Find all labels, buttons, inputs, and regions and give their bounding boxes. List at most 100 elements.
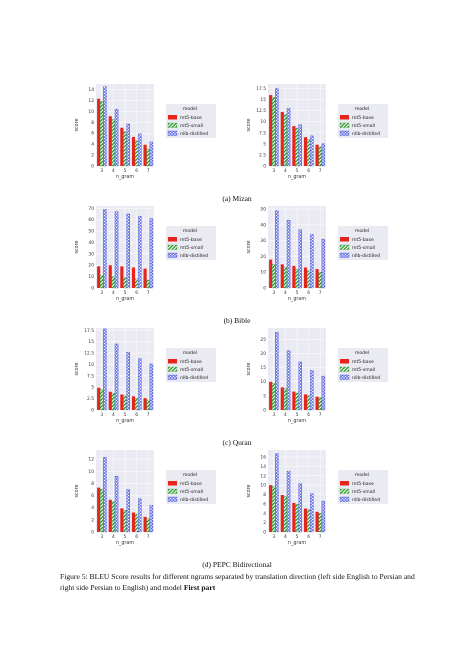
bar-mt5-base-7: [143, 144, 147, 166]
x-tick-label: 7: [147, 168, 150, 174]
chart-svg: 0 2 4 6 8 10 12 14 3 4 5 6 7 n_gram score model mt5-base…: [74, 84, 216, 180]
y-tick-label: 4: [263, 511, 266, 517]
x-tick-label: 6: [135, 412, 138, 418]
y-tick-label: 10: [260, 483, 266, 489]
y-tick-label: 10: [88, 274, 94, 280]
y-tick-label: 10: [88, 362, 94, 368]
bar-mt5-small-4: [111, 119, 116, 167]
chart-svg: 0 2.5 5 7.5 10 12.5 15 17.5 3 4 5 6 7 n_gram score mode…: [246, 84, 388, 180]
y-tick-label: 8: [91, 120, 94, 126]
bar-nllb-distilled-3: [103, 209, 107, 289]
bar-nllb-distilled-7: [321, 238, 326, 289]
x-tick-label: 4: [112, 290, 115, 296]
caption-text: Figure 5: BLEU Score results for differe…: [60, 572, 415, 592]
x-tick-label: 7: [319, 412, 322, 418]
legend-swatch-mt5-base: [340, 237, 349, 242]
x-tick-label: 5: [296, 290, 299, 296]
chart-svg: 0 2 4 6 8 10 12 3 4 5 6 7 n_gram score model mt5-base mt…: [74, 450, 216, 546]
legend-label-mt5-base: mt5-base: [352, 359, 374, 365]
subcaption-mizan: (a) Mizan: [222, 194, 252, 203]
bar-mt5-base-5: [120, 394, 124, 410]
x-tick-label: 4: [112, 412, 115, 418]
bar-mt5-base-3: [269, 95, 273, 166]
y-tick-label: 2.5: [87, 396, 94, 402]
x-tick-label: 4: [284, 290, 287, 296]
x-axis-label: n_gram: [288, 418, 306, 424]
chart-svg: 0 10 20 30 40 50 60 70 3 4 5 6 7 n_gram score model mt5-…: [74, 206, 216, 302]
bar-mt5-base-6: [131, 137, 136, 166]
legend-swatch-nllb-distilled: [167, 252, 178, 258]
bar-mt5-small-5: [295, 504, 299, 533]
legend-label-mt5-base: mt5-base: [180, 359, 202, 365]
bar-nllb-distilled-6: [310, 135, 314, 167]
bar-mt5-base-7: [143, 398, 147, 410]
bar-mt5-small-7: [318, 513, 322, 533]
bar-mt5-small-3: [272, 264, 276, 289]
bar-nllb-distilled-4: [286, 108, 291, 167]
y-tick-label: 30: [260, 238, 266, 244]
legend-label-mt5-small: mt5-small: [180, 123, 203, 129]
legend-title: model: [183, 228, 197, 234]
x-tick-label: 6: [307, 412, 310, 418]
chart-quran-fa-en: 0 5 10 15 20 25 3 4 5 6 7 n_gram score model mt5-base m…: [242, 324, 412, 434]
y-tick-label: 5: [263, 141, 266, 147]
y-tick-label: 12.5: [256, 108, 266, 114]
bar-nllb-distilled-6: [310, 234, 314, 289]
y-tick-label: 0: [263, 408, 266, 414]
y-tick-label: 4: [91, 505, 94, 511]
bar-mt5-base-3: [269, 381, 273, 410]
x-tick-label: 7: [147, 290, 150, 296]
legend-swatch-nllb-distilled: [167, 496, 178, 502]
bar-mt5-base-5: [120, 266, 124, 288]
x-tick-label: 6: [135, 534, 138, 540]
bar-mt5-small-7: [318, 272, 322, 289]
bar-mt5-small-5: [295, 128, 299, 167]
bar-nllb-distilled-4: [114, 343, 119, 411]
legend-label-nllb-distilled: nllb-distilled: [352, 131, 380, 137]
bar-mt5-base-5: [120, 127, 124, 166]
bar-nllb-distilled-3: [103, 86, 107, 167]
y-tick-label: 20: [260, 254, 266, 260]
bar-nllb-distilled-6: [138, 358, 142, 411]
y-tick-label: 15: [260, 97, 266, 103]
y-tick-label: 2: [263, 520, 266, 526]
y-tick-label: 0: [263, 164, 266, 170]
bar-nllb-distilled-7: [149, 505, 154, 533]
y-tick-label: 7.5: [87, 373, 94, 379]
legend-swatch-mt5-small: [339, 244, 350, 250]
x-axis-label: n_gram: [288, 540, 306, 546]
x-tick-label: 7: [147, 534, 150, 540]
bar-nllb-distilled-3: [103, 457, 107, 533]
bar-mt5-small-5: [123, 277, 127, 289]
legend-swatch-mt5-small: [339, 488, 350, 494]
y-tick-label: 6: [91, 493, 94, 499]
bar-nllb-distilled-5: [298, 229, 302, 289]
legend-swatch-nllb-distilled: [339, 252, 350, 258]
bar-mt5-small-5: [123, 395, 127, 411]
bar-nllb-distilled-3: [103, 328, 107, 411]
chart-svg: 0 2 4 6 8 10 12 14 16 3 4 5 6 7 n_gram score model mt5-ba…: [246, 450, 388, 546]
bar-mt5-small-3: [272, 486, 276, 533]
legend-label-mt5-base: mt5-base: [180, 237, 202, 243]
x-tick-label: 7: [319, 534, 322, 540]
bar-mt5-small-3: [272, 382, 276, 411]
y-tick-label: 0: [91, 408, 94, 414]
x-tick-label: 4: [284, 412, 287, 418]
y-tick-label: 10: [260, 119, 266, 125]
x-tick-label: 7: [147, 412, 150, 418]
bar-mt5-small-6: [306, 395, 311, 411]
x-tick-label: 3: [272, 168, 275, 174]
bar-nllb-distilled-7: [149, 363, 154, 411]
bar-nllb-distilled-5: [126, 489, 130, 533]
y-tick-label: 40: [88, 240, 94, 246]
y-axis-label: score: [246, 363, 252, 376]
legend-swatch-nllb-distilled: [339, 130, 350, 136]
legend-swatch-mt5-base: [340, 115, 349, 120]
y-tick-label: 2: [91, 517, 94, 523]
legend-swatch-mt5-small: [339, 366, 350, 372]
bar-mt5-small-6: [134, 140, 139, 167]
legend-title: model: [355, 106, 369, 112]
bar-nllb-distilled-5: [126, 213, 130, 289]
x-tick-label: 7: [319, 290, 322, 296]
bar-mt5-base-3: [97, 266, 101, 288]
